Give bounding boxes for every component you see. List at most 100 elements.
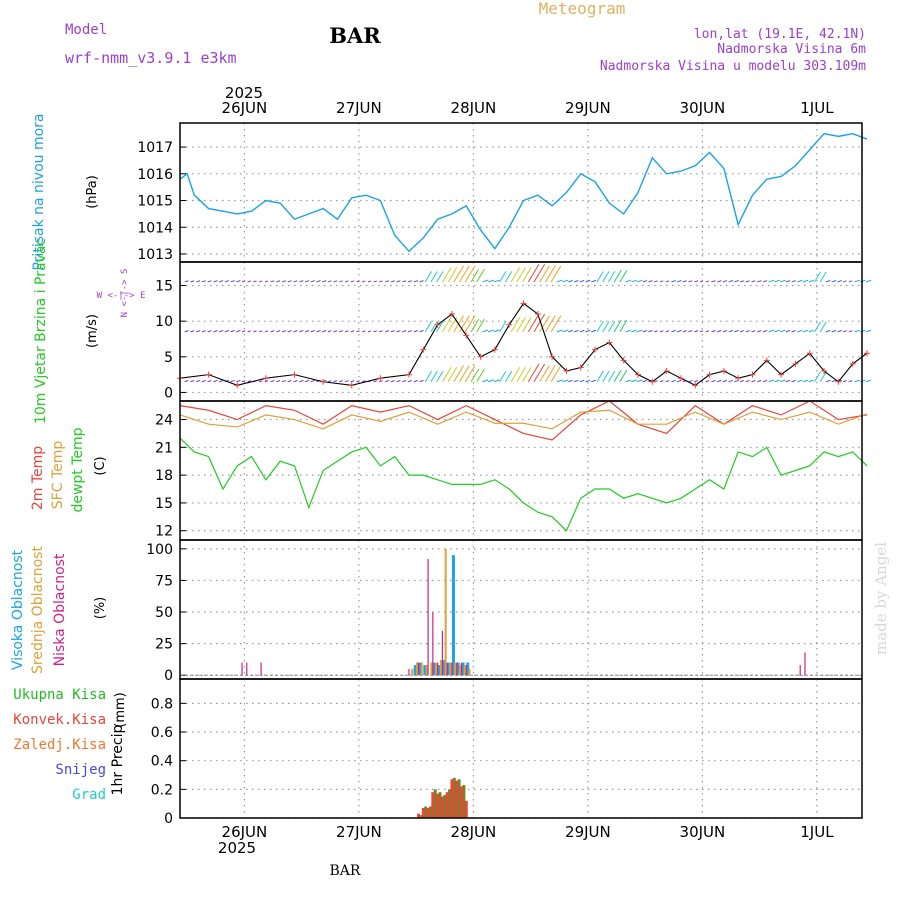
cloud-bar-niska (432, 612, 434, 676)
wind-barb (625, 329, 632, 333)
wind-speed-marker (821, 368, 828, 375)
wind-barb (356, 380, 360, 383)
wind-barb (344, 380, 349, 383)
wind-barb (230, 330, 235, 333)
panel-frame (179, 678, 863, 819)
wind-barb (739, 380, 744, 383)
wind-barb (259, 380, 263, 383)
wind-barb (293, 330, 298, 333)
wind-barb (390, 380, 395, 383)
wind-barb (814, 321, 821, 333)
elevation-label: Nadmorska Visina 6m (717, 42, 866, 57)
wind-barb (717, 379, 722, 383)
cloud-bar-srednja (420, 662, 423, 676)
wind-barb (241, 330, 246, 333)
wind-barb (201, 380, 206, 383)
wind-speed-marker (234, 382, 241, 389)
wind-barb (310, 379, 315, 383)
wind-barb (728, 280, 734, 283)
cloud-bar-visoka (442, 660, 446, 676)
bottom-day-labels: 26JUN 27JUN 28JUN 29JUN 30JUN 1JUL (222, 823, 835, 841)
wind-barb (488, 379, 495, 383)
precip-bar (450, 779, 454, 818)
pressure-line (179, 132, 868, 253)
wind-barb (648, 330, 653, 333)
wind-barb (441, 267, 452, 283)
wind-barb (276, 330, 281, 333)
pressure-units: (hPa) (85, 175, 100, 209)
y-tick-label: 100 (146, 542, 173, 558)
wind-speed-marker (649, 378, 656, 385)
precip-bar (457, 779, 461, 818)
wind-speed-marker (406, 371, 412, 378)
precip-bar (452, 777, 456, 818)
wind-barb (860, 279, 866, 283)
panel-cloud: 0 25 50 75 100 (146, 539, 863, 684)
y-tick-label: 1015 (137, 194, 173, 210)
wind-barb (253, 280, 257, 283)
wind-barb (848, 330, 853, 333)
wind-barb (447, 367, 458, 383)
wind-barb (533, 313, 546, 333)
precip-legend-total: Ukupna Kisa (13, 687, 106, 703)
lonlat-label: lon,lat (19.1E, 42.1N) (694, 27, 866, 42)
wind-barb (218, 280, 224, 283)
wind-barb (459, 365, 470, 383)
cloud-bar-niska (456, 662, 458, 676)
wind-barb (808, 379, 814, 383)
cloud-bar-niska (451, 662, 453, 676)
wind-barb (865, 329, 872, 333)
wind-barb (247, 330, 251, 333)
wind-barb (327, 280, 332, 283)
precip-bar (419, 815, 423, 818)
wind-barb (722, 379, 728, 383)
panel-frame (179, 122, 863, 263)
wind-barb (213, 280, 218, 283)
wind-barb (482, 329, 489, 333)
wind-barb (419, 330, 424, 333)
cloud-bar-niska (417, 662, 420, 676)
wind-barb (814, 371, 821, 383)
wind-barb (224, 280, 230, 283)
model-name: wrf-nmm_v3.9.1 e3km (65, 49, 237, 67)
wind-barb (671, 329, 676, 333)
wind-barb (476, 268, 485, 283)
model-elevation-label: Nadmorska Visina u modelu 303.109m (600, 59, 866, 74)
wind-barb (402, 280, 407, 283)
wind-barb (241, 380, 246, 383)
wind-barb (785, 379, 791, 383)
wind-barb (344, 280, 349, 283)
cloud-bar-niska (246, 662, 248, 676)
wind-barb (390, 330, 395, 333)
wind-barb (550, 365, 562, 383)
y-tick-label: 75 (155, 573, 173, 589)
cloud-bar-srednja (444, 548, 447, 676)
wind-barb (441, 317, 452, 333)
wind-barb (631, 379, 637, 383)
wind-compass-ew: W <-|-> E (97, 291, 146, 301)
wind-barb (379, 330, 383, 333)
wind-speed-marker (606, 339, 613, 346)
wind-barb (860, 329, 866, 333)
wind-barb (339, 280, 343, 283)
wind-barb (694, 380, 699, 383)
bottom-day-label: 1JUL (800, 823, 834, 841)
wind-barb (648, 280, 653, 283)
cloud-bar-niska (465, 665, 467, 676)
wind-barb (390, 280, 395, 283)
wind-barb (270, 280, 275, 283)
wind-barb (350, 330, 355, 333)
bottom-day-label: 28JUN (451, 823, 497, 841)
dewpt-title: dewpt Temp (70, 427, 86, 512)
y-tick-label: 24 (155, 413, 173, 429)
wind-barb (447, 267, 458, 283)
wind-barb (631, 329, 637, 333)
cloud-bar-srednja (463, 665, 466, 676)
cloud-bar-srednja (439, 660, 442, 676)
wind-barb (333, 330, 338, 333)
wind-barb (464, 315, 476, 333)
wind-speed-marker (677, 375, 684, 382)
wind-speed-marker (792, 360, 799, 367)
wind-barb (436, 370, 444, 383)
wind-barb (441, 367, 452, 383)
